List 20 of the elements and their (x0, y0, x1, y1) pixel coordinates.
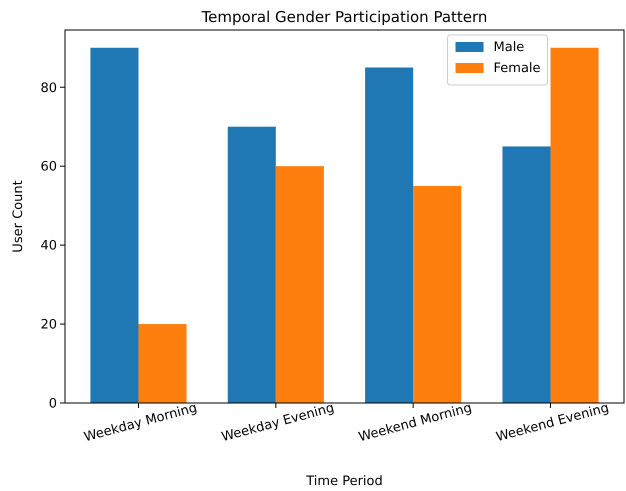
bar (90, 48, 138, 403)
y-tick-label: 0 (48, 396, 57, 412)
y-tick-label: 20 (40, 318, 57, 333)
bar (365, 67, 414, 403)
bar (502, 146, 551, 403)
x-tick-label: Weekday Evening (220, 400, 336, 446)
bar (550, 48, 599, 403)
legend-label: Female (494, 61, 541, 76)
bar (413, 186, 462, 403)
y-tick-label: 80 (40, 80, 57, 96)
y-axis-title: User Count (11, 180, 26, 253)
y-tick-label: 40 (40, 238, 57, 254)
chart-title: Temporal Gender Participation Pattern (200, 8, 488, 26)
x-axis-title: Time Period (305, 474, 383, 489)
bar (228, 126, 276, 403)
bar (138, 324, 187, 403)
x-tick-label: Weekday Morning (82, 400, 199, 446)
y-tick-label: 60 (40, 160, 57, 175)
bar (276, 166, 324, 403)
legend-label: Male (494, 40, 524, 55)
